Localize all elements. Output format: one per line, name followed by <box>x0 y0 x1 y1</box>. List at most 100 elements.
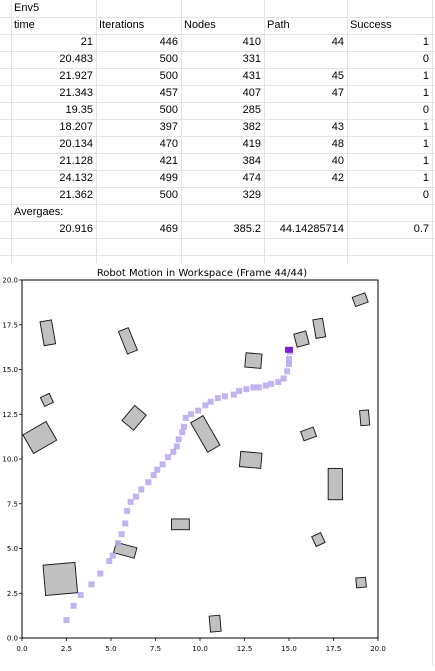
table-cell[interactable]: 20.483 <box>59 53 93 65</box>
trail-point <box>250 384 257 391</box>
table-cell[interactable]: 329 <box>242 189 261 201</box>
averages-label-cell[interactable]: Avergaes: <box>14 206 64 218</box>
x-axis-ticks: 0.0 2.5 5.0 7.5 10.0 12.5 15.0 17.5 20.0 <box>16 638 386 653</box>
table-cell[interactable]: 21.927 <box>59 70 93 82</box>
y-tick-label: 12.5 <box>2 411 18 419</box>
table-cell[interactable]: 1 <box>422 70 429 82</box>
y-tick-label: 5.0 <box>7 545 18 553</box>
y-tick-label: 2.5 <box>7 590 18 598</box>
table-cell[interactable]: 44 <box>331 36 344 48</box>
average-cell[interactable]: 20.916 <box>59 223 93 235</box>
env-label-cell[interactable]: Env5 <box>14 2 40 14</box>
average-cell[interactable]: 469 <box>159 223 178 235</box>
average-cell[interactable]: 385.2 <box>233 223 261 235</box>
table-cell[interactable]: 384 <box>242 155 261 167</box>
trail-point <box>175 436 182 443</box>
trail-point <box>255 384 262 391</box>
header-cell[interactable]: Iterations <box>99 19 145 31</box>
trail-point <box>159 461 166 468</box>
table-cell[interactable]: 1 <box>422 172 429 184</box>
table-cell[interactable]: 1 <box>422 155 429 167</box>
table-cell[interactable]: 21.343 <box>59 87 93 99</box>
trail-point <box>154 466 161 473</box>
table-cell[interactable]: 285 <box>242 104 261 116</box>
header-cell[interactable]: time <box>14 19 35 31</box>
trail-point <box>202 402 209 409</box>
trail-point <box>207 398 214 405</box>
table-cell[interactable]: 21 <box>80 36 93 48</box>
table-cell[interactable]: 470 <box>159 138 178 150</box>
x-tick-label: 20.0 <box>370 645 386 653</box>
trail-point <box>145 479 152 486</box>
table-cell[interactable]: 20.134 <box>59 138 93 150</box>
x-tick-label: 17.5 <box>326 645 342 653</box>
table-cell[interactable]: 1 <box>422 121 429 133</box>
table-cell[interactable] <box>264 51 344 68</box>
robot-motion-chart: Robot Motion in Workspace (Frame 44/44) … <box>2 268 386 653</box>
trail-point <box>173 443 180 450</box>
trail-point <box>195 407 202 414</box>
table-cell[interactable]: 24.132 <box>59 172 93 184</box>
table-cell[interactable]: 500 <box>159 189 178 201</box>
table-cell[interactable]: 407 <box>242 87 261 99</box>
table-cell[interactable]: 0 <box>422 53 429 65</box>
table-cell[interactable]: 331 <box>242 53 261 65</box>
obstacle-rect <box>171 518 190 531</box>
obstacle-rect <box>351 292 369 308</box>
table-cell[interactable]: 18.207 <box>59 121 93 133</box>
y-tick-label: 17.5 <box>2 321 18 329</box>
table-cell[interactable] <box>264 102 344 119</box>
average-cell[interactable]: 44.14285714 <box>279 223 344 235</box>
table-cell[interactable]: 410 <box>242 36 261 48</box>
obstacle-rect <box>42 561 79 596</box>
table-cell[interactable]: 457 <box>159 87 178 99</box>
table-cell[interactable]: 474 <box>242 172 261 184</box>
obstacle-rect <box>359 409 371 427</box>
trail-point <box>88 581 95 588</box>
table-cell[interactable]: 499 <box>159 172 178 184</box>
header-cell[interactable]: Success <box>350 19 392 31</box>
table-cell[interactable]: 500 <box>159 70 178 82</box>
trail-point <box>243 386 250 393</box>
obstacle-rect <box>355 576 367 589</box>
table-cell[interactable]: 421 <box>159 155 178 167</box>
table-cell[interactable]: 40 <box>331 155 344 167</box>
table-cell[interactable]: 419 <box>242 138 261 150</box>
trail-point <box>77 592 84 599</box>
table-cell[interactable]: 500 <box>159 53 178 65</box>
obstacle-rect <box>312 317 327 339</box>
trail-point <box>106 558 113 565</box>
obstacle-rect <box>300 426 318 442</box>
table-cell[interactable]: 500 <box>159 104 178 116</box>
table-cell[interactable]: 397 <box>159 121 178 133</box>
embedded-chart[interactable]: Robot Motion in Workspace (Frame 44/44) … <box>0 263 392 666</box>
table-cell[interactable]: 47 <box>331 87 344 99</box>
table-cell[interactable]: 0 <box>422 189 429 201</box>
table-cell[interactable]: 48 <box>331 138 344 150</box>
table-cell[interactable]: 42 <box>331 172 344 184</box>
table-cell[interactable]: 382 <box>242 121 261 133</box>
header-cell[interactable]: Path <box>267 19 290 31</box>
average-cell[interactable]: 0.7 <box>413 223 429 235</box>
obstacle-rect <box>22 420 58 455</box>
table-cell[interactable]: 1 <box>422 87 429 99</box>
table-cell[interactable]: 431 <box>242 70 261 82</box>
trail-layer <box>63 348 293 624</box>
table-cell[interactable]: 21.362 <box>59 189 93 201</box>
header-cell[interactable]: Nodes <box>184 19 216 31</box>
table-cell[interactable]: 45 <box>331 70 344 82</box>
trail-point <box>284 368 291 375</box>
table-cell[interactable]: 0 <box>422 104 429 116</box>
table-cell[interactable]: 1 <box>422 36 429 48</box>
trail-point <box>268 380 275 387</box>
table-cell[interactable] <box>264 187 344 204</box>
trail-point <box>180 423 187 430</box>
table-cell[interactable]: 43 <box>331 121 344 133</box>
trail-point <box>188 411 195 418</box>
table-cell[interactable]: 21.128 <box>59 155 93 167</box>
obstacle-rect <box>121 404 147 431</box>
table-cell[interactable]: 19.35 <box>65 104 93 116</box>
table-cell[interactable]: 446 <box>159 36 178 48</box>
table-cell[interactable]: 1 <box>422 138 429 150</box>
